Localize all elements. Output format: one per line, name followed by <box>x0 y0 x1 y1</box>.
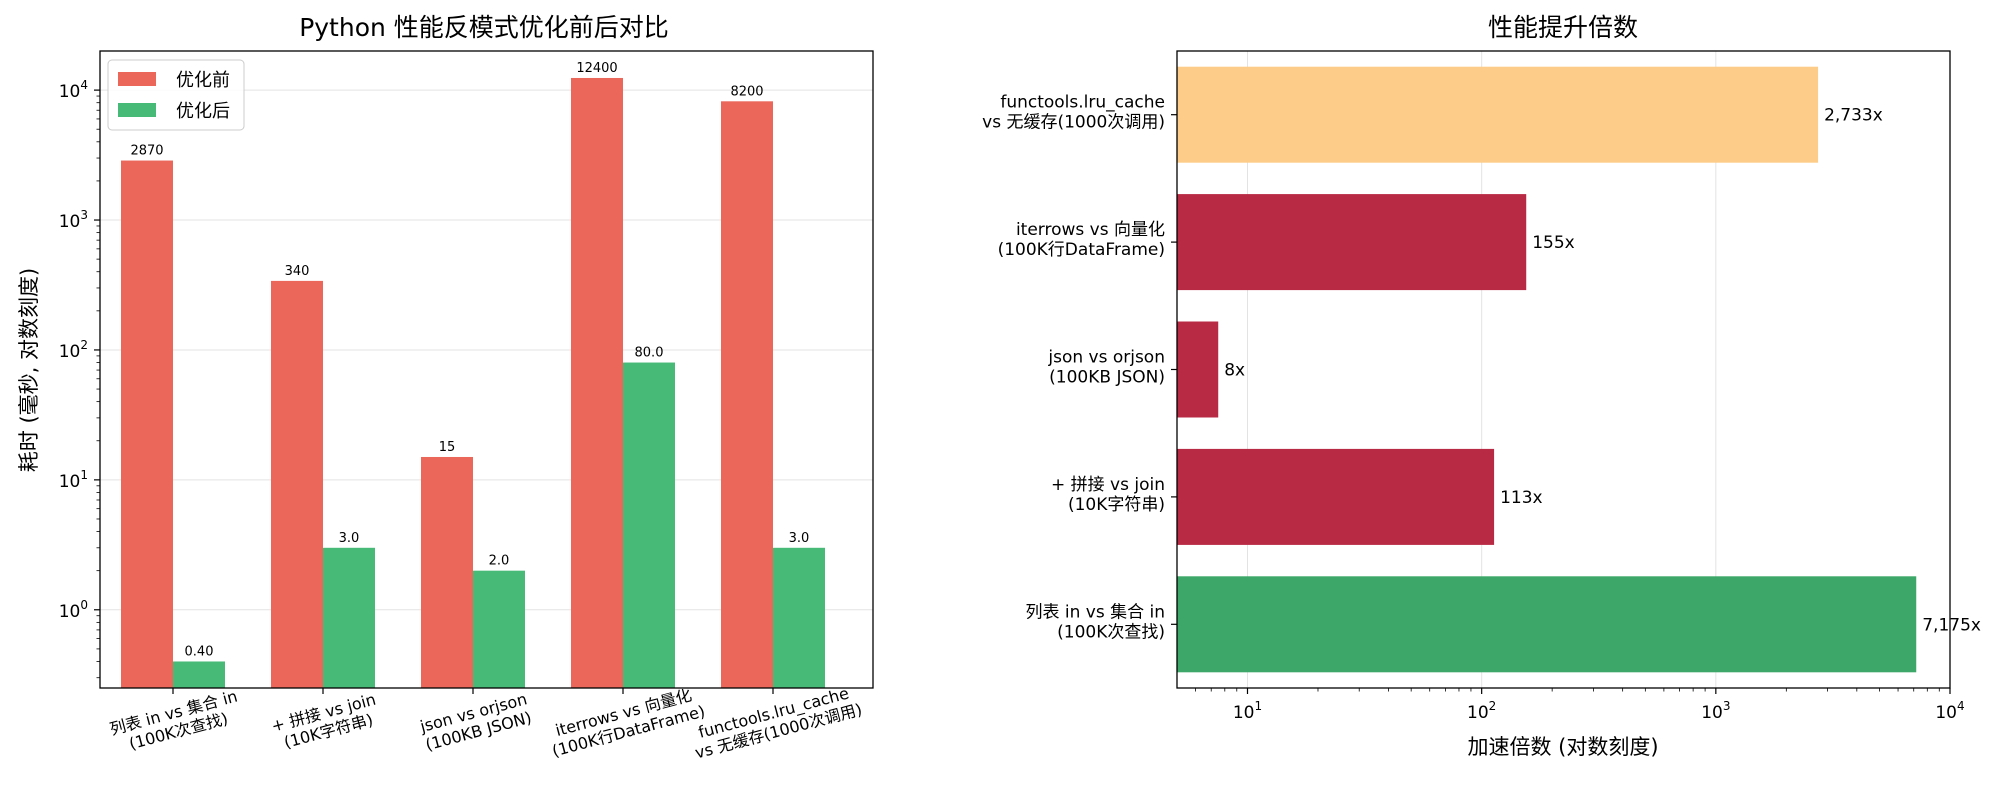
before-value-label: 15 <box>439 440 456 455</box>
speedup-bar <box>1177 448 1495 545</box>
before-value-label: 8200 <box>730 84 763 99</box>
right-y-axis-ticks: functools.lru_cache vs 无缓存(1000次调用) iterro… <box>982 93 1177 642</box>
after-value-label: 3.0 <box>789 531 810 546</box>
legend-label-before: 优化前 <box>176 70 230 91</box>
right-y-tick-label: functools.lru_cache vs 无缓存(1000次调用) <box>982 93 1165 133</box>
comparison-chart: Python 性能反模式优化前后对比 2870 340 15 12400 8200 0.4… <box>17 13 874 762</box>
right-y-tick-label: + 拼接 vs join (10K字符串) <box>1051 475 1165 515</box>
left-y-axis-label: 耗时 (毫秒, 对数刻度) <box>17 268 41 472</box>
speedup-chart: 性能提升倍数 2,733x 155x 8x 113x 7,175x functools.… <box>982 13 1981 759</box>
right-chart-title: 性能提升倍数 <box>1488 13 1638 42</box>
left-y-tick-label: 102 <box>59 338 88 362</box>
before-bar <box>721 101 773 688</box>
left-bars <box>121 77 825 689</box>
before-bar <box>121 160 173 689</box>
after-value-label: 2.0 <box>489 554 510 569</box>
right-x-axis-label: 加速倍数 (对数刻度) <box>1467 735 1658 759</box>
speedup-bar <box>1177 66 1819 163</box>
left-chart-title: Python 性能反模式优化前后对比 <box>299 13 669 42</box>
left-x-tick-label: 列表 in vs 集合 in(100K次查找) <box>108 687 245 758</box>
speedup-value-label: 2,733x <box>1824 106 1883 126</box>
before-value-label: 12400 <box>576 61 617 76</box>
speedup-bar <box>1177 321 1219 418</box>
left-x-tick-label: functools.lru_cachevs 无缓存(1000次调用) <box>688 681 864 762</box>
after-value-label: 3.0 <box>339 531 360 546</box>
left-y-tick-label: 100 <box>59 598 88 622</box>
speedup-value-label: 8x <box>1224 361 1245 381</box>
left-x-tick-label: json vs orjson(100KB JSON) <box>417 689 534 754</box>
legend: 优化前 优化后 <box>107 59 245 131</box>
right-x-tick-label: 103 <box>1701 699 1730 723</box>
after-value-label: 0.40 <box>185 644 214 659</box>
before-value-label: 340 <box>285 264 310 279</box>
speedup-bar <box>1177 576 1917 673</box>
left-y-tick-label: 104 <box>59 78 88 102</box>
before-bar <box>571 77 623 689</box>
speedup-value-label: 7,175x <box>1922 615 1981 635</box>
speedup-bar <box>1177 194 1527 291</box>
right-y-tick-label: iterrows vs 向量化(100K行DataFrame) <box>998 220 1165 260</box>
legend-label-after: 优化后 <box>176 101 230 122</box>
after-value-label: 80.0 <box>635 346 664 361</box>
after-bar <box>623 362 675 688</box>
before-bar <box>421 456 473 688</box>
right-x-tick-label: 101 <box>1233 699 1262 723</box>
right-x-tick-label: 104 <box>1935 699 1964 723</box>
right-x-tick-label: 102 <box>1467 699 1496 723</box>
left-x-tick-label: iterrows vs 向量化(100K行DataFrame) <box>545 683 707 760</box>
after-bar <box>473 570 525 688</box>
after-bar <box>773 547 825 688</box>
left-y-axis-ticks: 100 101 102 103 104 <box>59 78 100 679</box>
right-y-tick-label: 列表 in vs 集合 in (100K次查找) <box>1025 602 1165 642</box>
right-value-labels: 2,733x 155x 8x 113x 7,175x <box>1224 106 1981 636</box>
left-x-tick-label: + 拼接 vs join(10K字符串) <box>269 690 382 754</box>
legend-swatch-before <box>118 72 156 86</box>
legend-swatch-after <box>118 103 156 117</box>
left-y-tick-label: 101 <box>59 468 88 492</box>
left-value-labels: 2870 340 15 12400 8200 0.40 3.0 2.0 80.0 3.0 <box>130 61 809 660</box>
before-bar <box>271 280 323 688</box>
right-y-tick-label: json vs orjson (100KB JSON) <box>1047 348 1165 388</box>
before-value-label: 2870 <box>130 144 163 159</box>
after-bar <box>173 661 225 688</box>
speedup-value-label: 113x <box>1500 488 1543 508</box>
speedup-value-label: 155x <box>1532 233 1575 253</box>
left-plot-frame <box>99 50 874 689</box>
right-bars <box>1177 66 1917 673</box>
left-x-axis-ticks: 列表 in vs 集合 in(100K次查找) + 拼接 vs join(10K字… <box>108 681 864 762</box>
right-x-axis-ticks: 101 102 103 104 <box>1195 688 1965 723</box>
after-bar <box>323 547 375 688</box>
left-y-tick-label: 103 <box>59 208 88 232</box>
